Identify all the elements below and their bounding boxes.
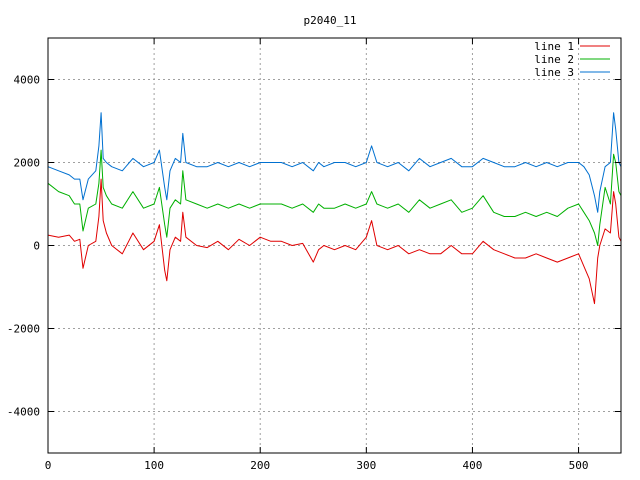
y-tick-label: 4000 [14,74,41,87]
x-tick-label: 0 [45,459,52,472]
series-line-1 [47,178,622,305]
legend-label-1: line 1 [534,40,574,53]
legend-label-3: line 3 [534,66,574,79]
y-tick-label: -2000 [7,323,40,336]
x-tick-label: 300 [356,459,376,472]
legend-label-2: line 2 [534,53,574,66]
series-group [47,112,622,305]
x-tick-label: 200 [250,459,270,472]
grid [48,38,621,453]
axis-ticks: 0 100 200 300 400 500 -4000 -2000 0 2000 4000 [7,38,621,472]
x-tick-label: 100 [144,459,164,472]
series-line-3 [47,112,622,213]
y-tick-label: 2000 [14,157,41,170]
x-tick-label: 500 [569,459,589,472]
series-line-2 [47,149,622,246]
y-tick-label: -4000 [7,406,40,419]
chart-title: p2040_11 [304,14,357,27]
x-tick-label: 400 [463,459,483,472]
y-tick-label: 0 [33,240,40,253]
